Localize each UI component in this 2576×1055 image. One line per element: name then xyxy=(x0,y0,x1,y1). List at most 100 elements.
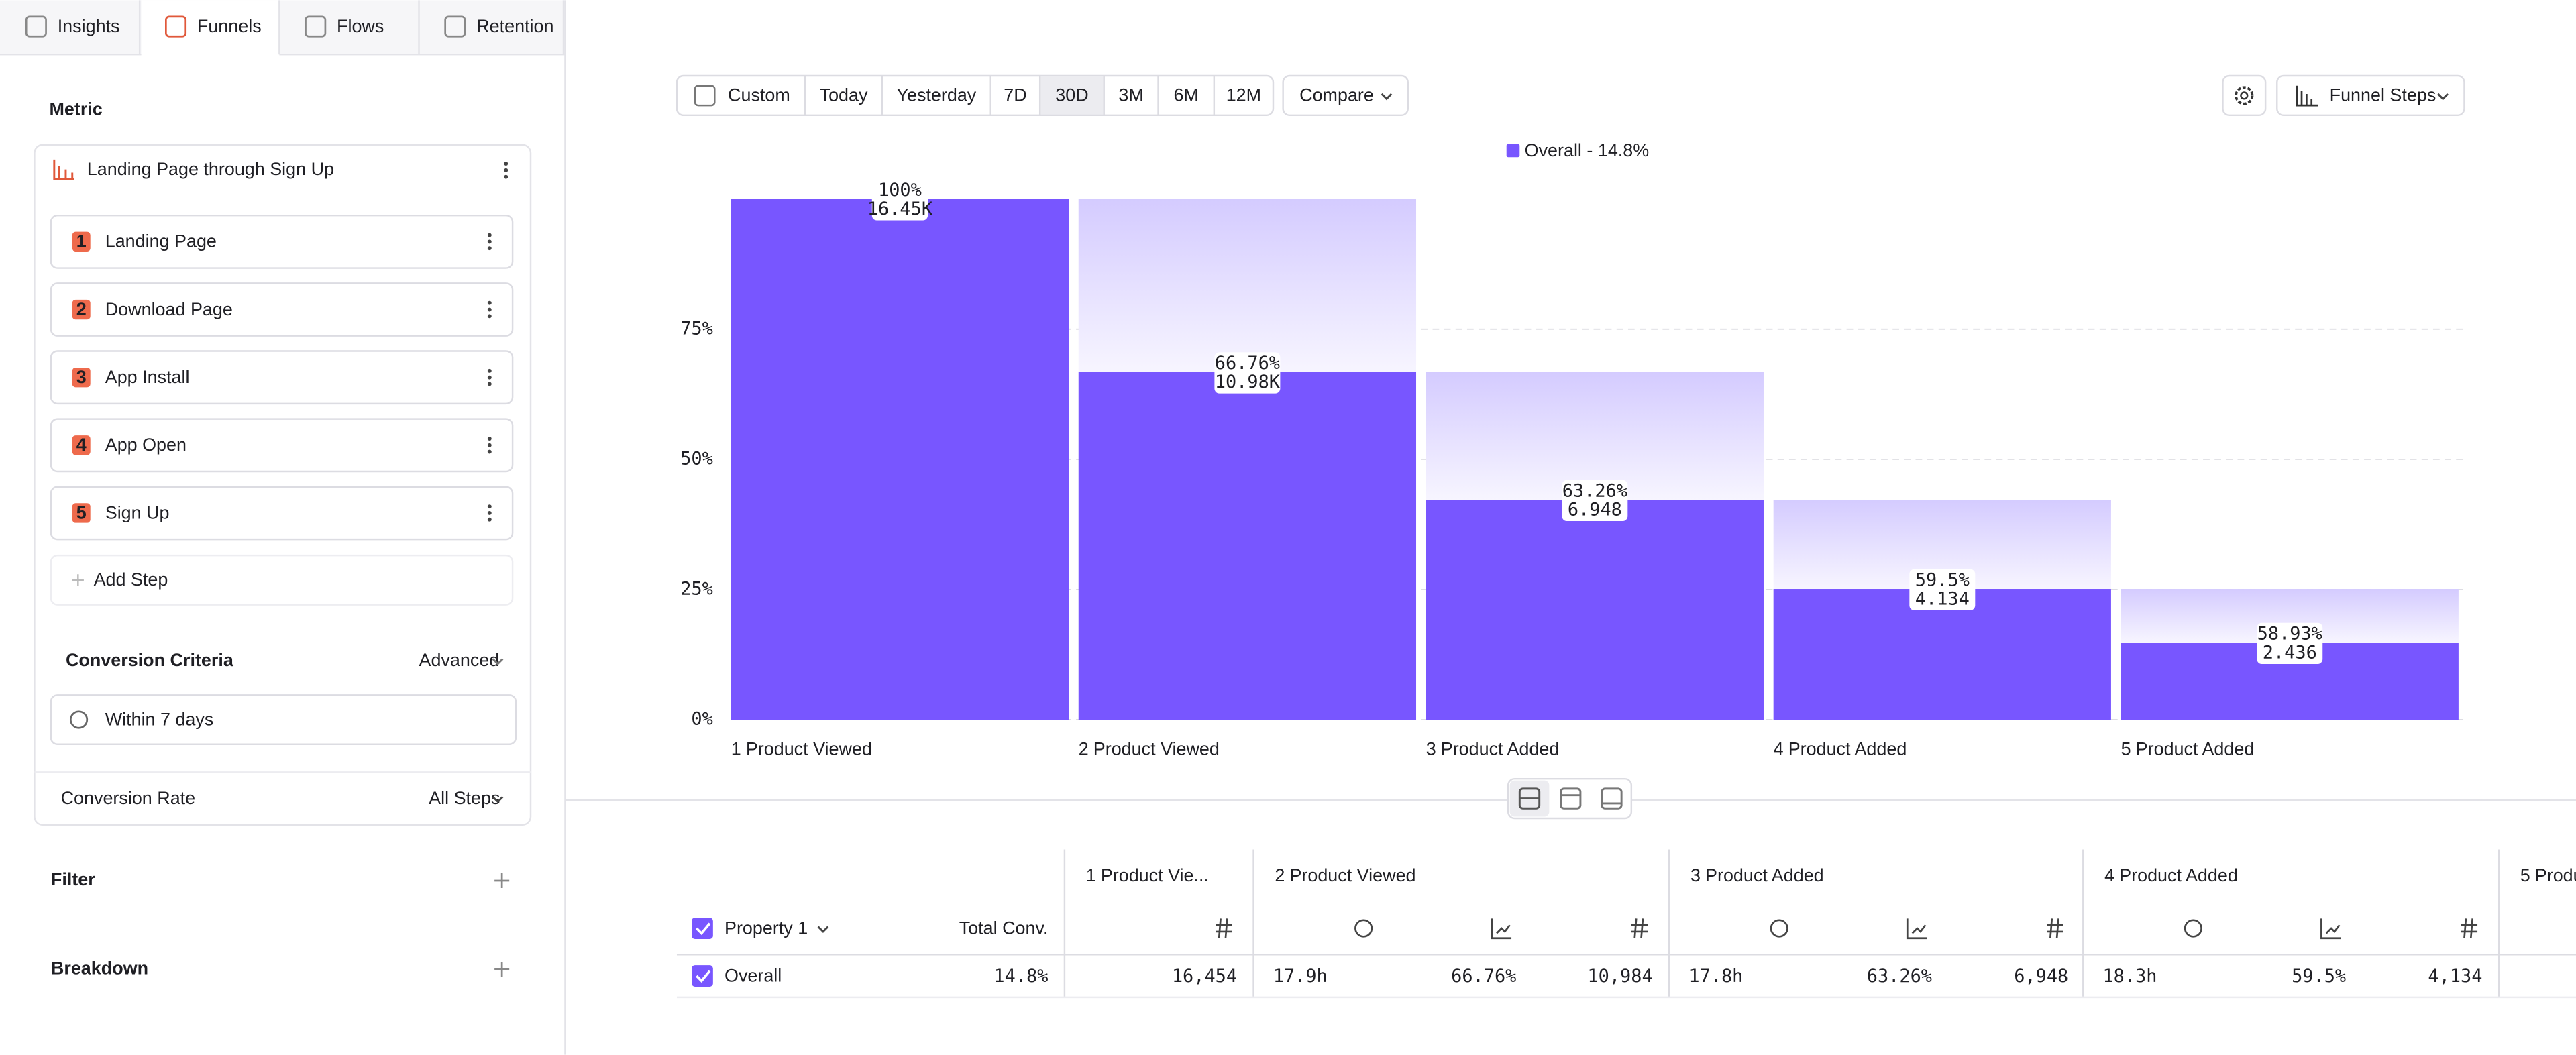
tab-active-bg xyxy=(141,0,280,56)
gear-icon xyxy=(2240,91,2249,100)
bar[interactable] xyxy=(1078,372,1417,720)
step-box xyxy=(50,282,514,337)
more-icon xyxy=(487,300,492,305)
funnel-name: Landing Page through Sign Up xyxy=(87,159,334,179)
legend-label: Overall - 14.8% xyxy=(1525,140,1650,160)
more-icon xyxy=(504,174,508,179)
tab-label[interactable]: Retention xyxy=(476,16,553,36)
funnel-icon xyxy=(53,159,74,180)
tab[interactable]: Insights xyxy=(25,0,141,55)
bar[interactable] xyxy=(1773,589,2111,720)
bar-count-label: 16.45K xyxy=(867,199,933,219)
rate-icon xyxy=(1491,918,1512,940)
range-option[interactable]: 6M xyxy=(1173,85,1198,105)
tab-label[interactable]: Flows xyxy=(337,16,384,36)
range-option[interactable]: Today xyxy=(820,85,868,105)
chevron-icon xyxy=(1381,93,1393,101)
y-tick-label: 75% xyxy=(680,318,713,339)
checkbox[interactable] xyxy=(692,965,713,987)
clock-icon xyxy=(69,710,89,729)
bar[interactable] xyxy=(1426,500,1764,720)
total-header: Total Conv. xyxy=(959,918,1049,938)
time-icon xyxy=(2184,919,2202,938)
step-name: Landing Page xyxy=(105,231,217,252)
more-icon xyxy=(487,233,492,237)
cell: 6,948 xyxy=(2014,966,2068,987)
tab-label[interactable]: Funnels xyxy=(197,16,262,36)
section-title: Metric xyxy=(49,99,102,119)
cell: 16,454 xyxy=(1172,966,1237,987)
range-option[interactable]: 3M xyxy=(1118,85,1143,105)
compare-btn xyxy=(1282,74,1409,117)
more-icon xyxy=(487,307,492,312)
compare-label[interactable]: Compare xyxy=(1299,85,1374,105)
x-tick-label: Product Added xyxy=(1788,738,1907,759)
checkmark xyxy=(696,922,711,936)
bar-count-label: 6.948 xyxy=(1568,500,1622,520)
more-icon xyxy=(487,246,492,251)
x-tick-number: 4 xyxy=(1774,738,1784,759)
criteria-title: Conversion Criteria xyxy=(66,650,234,670)
chevron-icon xyxy=(817,926,829,934)
settings-btn xyxy=(2222,74,2267,117)
funnel-step[interactable]: 3 App Install xyxy=(50,350,514,405)
funnel-step[interactable]: 5 Sign Up xyxy=(50,486,514,541)
bar-step-label: 58.93% xyxy=(2257,623,2322,644)
step-box xyxy=(50,214,514,269)
step-badge xyxy=(72,435,91,455)
range-option[interactable]: 30D xyxy=(1055,85,1088,105)
row-label[interactable]: Overall xyxy=(724,965,782,985)
y-tick-label: 0% xyxy=(691,709,712,730)
range-option[interactable]: Custom xyxy=(728,85,790,105)
property-header[interactable]: Property 1 xyxy=(724,918,808,938)
gear-icon xyxy=(2235,86,2254,105)
add-step[interactable]: Add Step xyxy=(50,554,514,606)
criteria-mode[interactable]: Advanced xyxy=(419,650,499,670)
rate-value[interactable]: All Steps xyxy=(429,788,500,808)
bar-step-label: 100% xyxy=(878,180,922,201)
tab-icon xyxy=(305,15,327,38)
range-option[interactable]: Yesterday xyxy=(897,85,977,105)
time-icon xyxy=(1770,919,1788,938)
range-option[interactable]: 12M xyxy=(1226,85,1261,105)
range-option[interactable]: 7D xyxy=(1004,85,1026,105)
toolbar: Custom Today Yesterday 7D 30D 3M 6M 12M Compare F… xyxy=(676,74,2465,117)
column-title: Product Added xyxy=(2535,865,2576,885)
funnel-step[interactable]: 1 Landing Page xyxy=(50,214,514,269)
add-step-label[interactable]: Add Step xyxy=(94,569,168,590)
y-tick-label: 25% xyxy=(680,578,713,599)
column-title: Product Viewed xyxy=(1289,865,1415,885)
x-tick-label: Product Added xyxy=(1441,738,1560,759)
range-selected xyxy=(1040,76,1104,115)
column-number: 2 xyxy=(1275,865,1285,885)
tab-icon xyxy=(444,15,466,38)
cell: 4,134 xyxy=(2428,966,2482,987)
more-icon xyxy=(487,517,492,522)
tab[interactable]: Retention xyxy=(444,0,565,55)
column-number: 4 xyxy=(2104,865,2114,885)
tab-label[interactable]: Insights xyxy=(58,16,120,36)
step-name: Download Page xyxy=(105,299,233,319)
more-icon xyxy=(487,443,492,447)
layout-toggle[interactable] xyxy=(1507,777,1633,820)
step-number: 2 xyxy=(76,299,87,319)
more-icon xyxy=(487,239,492,244)
bar-label-box xyxy=(1909,569,1976,610)
view-label[interactable]: Funnel Steps xyxy=(2330,85,2436,105)
results-table: Property 1 Total Conv.1 Product Vie... 2 Pro… xyxy=(676,849,2576,999)
checkbox[interactable] xyxy=(692,918,713,939)
tab[interactable]: Flows xyxy=(305,0,420,55)
cell: 59.5% xyxy=(2292,966,2346,987)
step-name: Sign Up xyxy=(105,502,170,522)
column-title: Product Vie... xyxy=(1101,865,1209,885)
bar-label-box xyxy=(871,179,928,221)
plus-icon xyxy=(494,962,510,977)
plus-icon xyxy=(72,574,84,586)
bar[interactable] xyxy=(731,199,1069,720)
tab[interactable]: Funnels xyxy=(141,0,280,56)
funnel-step[interactable]: 4 App Open xyxy=(50,418,514,473)
window-label[interactable]: Within 7 days xyxy=(105,709,214,729)
funnel-step[interactable]: 2 Download Page xyxy=(50,282,514,337)
step-box xyxy=(50,486,514,541)
